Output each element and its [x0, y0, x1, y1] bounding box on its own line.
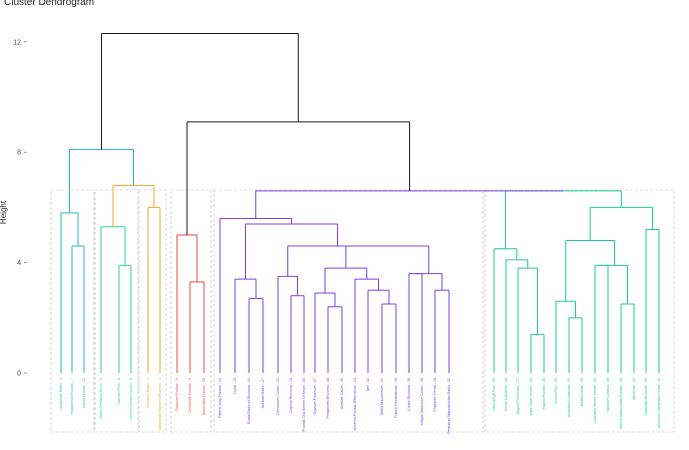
leaf-label: Gypsum Fibrosum - 37 [313, 378, 317, 415]
leaf-label: Aconitum Gruberlae - 41 [567, 378, 571, 417]
cluster-box [138, 189, 167, 433]
leaf-label: Phragmites Rhizoma - 38 [326, 378, 330, 419]
leaf-label: Bactia Herba - 29 [580, 378, 584, 406]
leaf-label: Cuscutea Semen Herba - 48 [593, 378, 597, 424]
leaf-label: Herba Calluthus - 16 [504, 378, 508, 411]
leaf-label: Mel - 32 [366, 378, 370, 391]
y-tick-label: 8 [17, 150, 21, 157]
leaf-label: Cophila Rhizoma - 25 [289, 378, 293, 413]
cluster-box [213, 189, 484, 433]
leaf-label: Herba Leonuri - 12 [82, 378, 86, 408]
leaf-label: Amomum Samentos Herba - 11 [657, 378, 661, 428]
leaf-label: Sabadiae Rhizoma - 19 [644, 378, 648, 416]
leaf-label: Arisema Fructus Retundicus - 23 [353, 378, 357, 430]
leaf-label: Uyghur Flumeralis - 17 [516, 378, 520, 414]
leaf-label: Cinnamomi Cortex - 24 [276, 378, 280, 415]
leaf-label: Gentianae Fructus - 9 [188, 378, 192, 413]
leaf-label: Toosendan Fructus - 10 [202, 378, 206, 416]
leaf-label: Licca - 20 [233, 378, 237, 394]
leaf-label: Cathium Flos - 6 [117, 378, 121, 404]
leaf-label: Semen Arecae Lignum - 8 [129, 378, 133, 420]
leaf-label: Stephaniae Radix et Rhizoma - 4 [158, 378, 162, 431]
leaf-label: Bletia Maculentum - 34 [380, 378, 384, 415]
leaf-label: Rhizoma Radix - 1 [146, 378, 150, 408]
y-tick-label: 4 [17, 260, 21, 267]
y-tick-label: 12 [13, 39, 21, 46]
leaf-label: Cortex Rhizoma - 30 [407, 378, 411, 411]
leaf-label: Hypopheus Fructus - 7 [70, 378, 74, 414]
leaf-label: Herba Gentiana Sibiris - 2 [99, 378, 103, 419]
chart-title: Cluster Dendrogram [4, 0, 95, 8]
leaf-label: Gentianae Macrophyllae Radix - 31 [447, 378, 451, 434]
leaf-label: Tsaoko Fructus - 28 [542, 378, 546, 410]
leaf-label: Alpiniae Cordioa - 19 [606, 378, 610, 412]
leaf-label: Piperis longi Fructus - 14 [218, 378, 222, 418]
leaf-label: Myia Trape Semen - 22 [529, 378, 533, 415]
leaf-label: Rubia Radix et Rhizoma - 24 [247, 378, 251, 424]
leaf-label: Akebiae Caulis - 36 [340, 378, 344, 409]
leaf-label: Salgae Tabaricum Cortex - 39 [420, 378, 424, 425]
leaf-label: Globulum Fructus - 5 [175, 378, 179, 412]
cluster-box [94, 189, 139, 433]
leaf-label: Caryophylli Flos - 13 [492, 378, 496, 411]
leaf-label: Fulium Rhododendri - 40 [394, 378, 398, 418]
leaf-label: Moschus - 42 [632, 378, 636, 400]
leaf-label: Alpinia Katsumadai Fructus - 18 [619, 378, 623, 429]
y-tick-label: 0 [17, 371, 21, 378]
leaf-label: Fructus Sea Semen Griseum - 35 [302, 378, 306, 432]
leaf-label: Herba Rhei - 33 [554, 378, 558, 403]
cluster-box [170, 189, 212, 433]
cluster-box [50, 189, 95, 433]
leaf-label: Phyllanthi Herba - 26 [433, 378, 437, 412]
cluster-box [484, 189, 675, 433]
leaf-label: Acalculus Radix - 3 [59, 378, 63, 409]
leaf-label: Akebiae Radix - 27 [261, 378, 265, 408]
